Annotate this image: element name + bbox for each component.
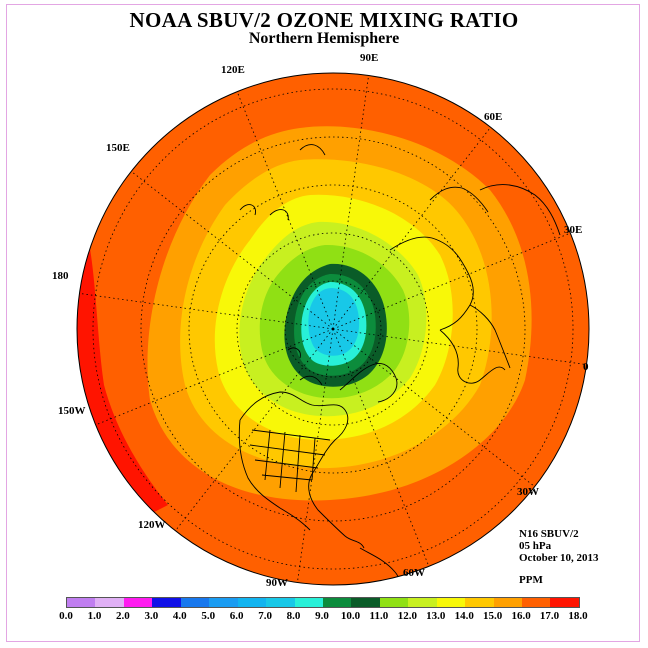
color-swatch (522, 598, 551, 607)
color-swatch (550, 598, 579, 607)
color-scale-tick: 12.0 (397, 610, 417, 622)
lon-label-90e: 90E (360, 52, 378, 64)
longitude-labels: 90E 60E 30E 0 30W 60W 90W 120W 150W 180 … (52, 52, 589, 589)
color-swatch (123, 598, 153, 607)
color-scale-tick: 13.0 (426, 610, 446, 622)
lon-label-120w: 120W (138, 519, 166, 531)
color-scale-tick: 14.0 (454, 610, 474, 622)
color-scale-tick: 9.0 (315, 610, 329, 622)
coastlines (238, 144, 561, 585)
color-swatch (67, 598, 96, 607)
color-scale-tick: 3.0 (144, 610, 159, 622)
color-swatch (95, 598, 124, 607)
color-swatch (209, 598, 238, 607)
color-scale-tick: 5.0 (201, 610, 216, 622)
color-scale-tick: 10.0 (340, 610, 361, 622)
color-scale-tick: 4.0 (172, 610, 187, 622)
color-scale-tick: 17.0 (539, 610, 560, 622)
color-scale-tick: 1.0 (87, 610, 102, 622)
color-scale-tick: 15.0 (483, 610, 503, 622)
color-swatch (322, 598, 352, 607)
color-scale-tick: 0.0 (59, 610, 73, 622)
ozone-contour-7 (308, 288, 360, 356)
color-scale-bar (66, 597, 580, 608)
map-subtitle: Northern Hemisphere (248, 30, 400, 47)
lon-label-60e: 60E (484, 111, 502, 123)
color-swatch (493, 598, 522, 607)
color-scale-tick: 18.0 (568, 610, 588, 622)
units-label: PPM (519, 574, 543, 586)
lon-label-90w: 90W (266, 577, 288, 589)
date-label: October 10, 2013 (519, 552, 599, 564)
lon-label-180: 180 (52, 270, 69, 282)
latitude-gridlines (92, 88, 574, 570)
info-block: N16 SBUV/2 05 hPa October 10, 2013 (519, 528, 599, 564)
color-swatch (237, 598, 267, 607)
color-swatch (152, 598, 181, 607)
lon-label-120e: 120E (221, 64, 245, 76)
color-swatch (408, 598, 437, 607)
lon-label-150w: 150W (58, 405, 86, 417)
color-swatch (266, 598, 295, 607)
lon-label-30w: 30W (517, 486, 539, 498)
satellite-label: N16 SBUV/2 (519, 528, 579, 540)
color-scale-tick: 11.0 (369, 610, 389, 622)
color-swatch (351, 598, 380, 607)
lon-label-150e: 150E (106, 142, 130, 154)
map-boundary (76, 72, 590, 586)
pressure-label: 05 hPa (519, 540, 552, 552)
color-swatch (294, 598, 323, 607)
map-title: NOAA SBUV/2 OZONE MIXING RATIO (129, 8, 519, 32)
lon-label-30e: 30E (564, 224, 582, 236)
color-scale-tick: 2.0 (116, 610, 130, 622)
color-swatch (465, 598, 494, 607)
color-scale-tick: 16.0 (511, 610, 531, 622)
color-scale-ticks: 0.0 1.0 2.0 3.0 4.0 5.0 6.0 7.0 8.0 9.0 10.0 11.0 12… (0, 610, 648, 624)
color-scale-tick: 8.0 (286, 610, 301, 622)
lon-label-60w: 60W (403, 567, 425, 579)
lon-label-0: 0 (583, 361, 589, 373)
color-scale-tick: 6.0 (229, 610, 244, 622)
color-swatch (436, 598, 466, 607)
color-swatch (180, 598, 210, 607)
color-swatch (379, 598, 409, 607)
color-scale-tick: 7.0 (258, 610, 272, 622)
